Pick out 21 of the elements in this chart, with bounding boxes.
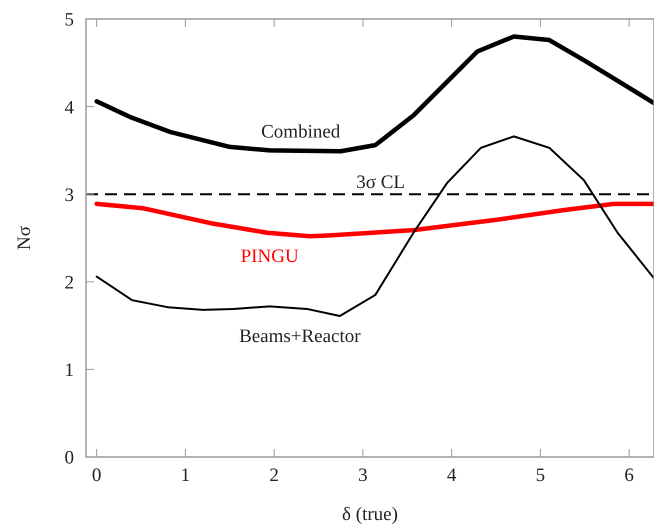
x-tick-label: 0: [92, 465, 102, 486]
x-tick-label: 1: [180, 465, 190, 486]
y-tick-label: 3: [64, 184, 74, 206]
y-tick-label: 0: [64, 448, 74, 469]
y-tick-label: 1: [64, 360, 74, 382]
line-series: [94, 34, 654, 154]
y-tick-label: 2: [64, 272, 74, 294]
y-tick-label: 5: [64, 10, 74, 31]
line-series: [94, 202, 654, 238]
y-axis-title: Nσ: [14, 226, 35, 250]
x-tick-label: 6: [624, 465, 634, 486]
ref-line-label: 3σ CL: [356, 172, 406, 194]
x-tick-label: 3: [358, 465, 368, 486]
x-axis-title: δ (true): [342, 504, 398, 525]
series-label: Beams+Reactor: [239, 326, 362, 347]
x-tick-label: 5: [536, 465, 546, 486]
series-label: Combined: [261, 121, 341, 142]
x-tick-label: 4: [446, 465, 457, 486]
series-label: PINGU: [240, 246, 299, 268]
y-tick-label: 4: [64, 97, 74, 118]
x-tick-label: 2: [269, 465, 279, 486]
